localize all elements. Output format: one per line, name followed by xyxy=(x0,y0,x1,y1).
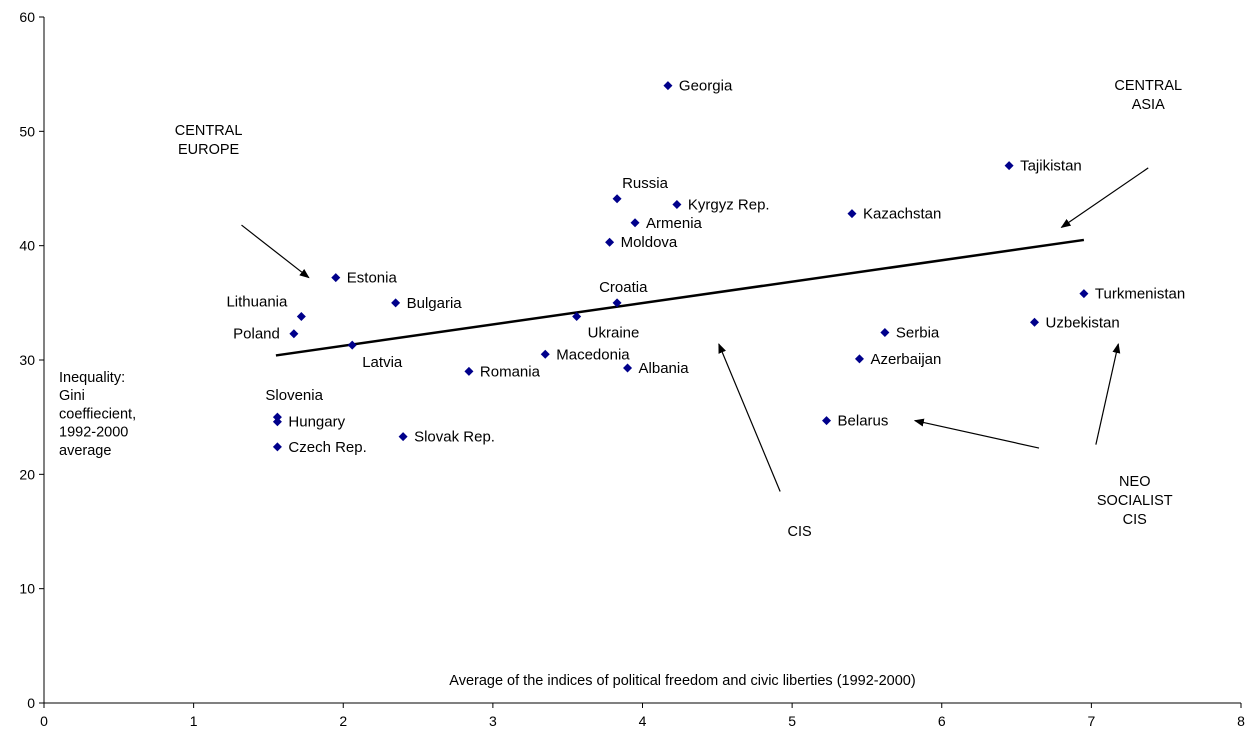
data-point-marker xyxy=(672,200,682,210)
data-points xyxy=(272,81,1089,452)
point-label: Croatia xyxy=(599,279,648,296)
point-label: Kazachstan xyxy=(863,206,941,223)
annotation-label: CENTRAL xyxy=(175,123,243,139)
y-tick-label: 30 xyxy=(19,352,35,368)
data-point-marker xyxy=(605,237,615,247)
data-point-marker xyxy=(623,363,633,373)
point-label: Bulgaria xyxy=(407,295,463,312)
y-tick-label: 40 xyxy=(19,238,35,254)
y-tick-label: 20 xyxy=(19,466,35,482)
annotation-label: CIS xyxy=(788,524,812,540)
point-label: Armenia xyxy=(646,215,703,232)
point-label: Belarus xyxy=(838,413,889,430)
x-tick-label: 6 xyxy=(938,713,946,729)
data-point-marker xyxy=(272,442,282,452)
annotation-arrow xyxy=(241,224,310,279)
point-label: Lithuania xyxy=(226,294,288,311)
data-point-marker xyxy=(391,298,401,308)
x-tick-label: 4 xyxy=(639,713,647,729)
point-label: Slovenia xyxy=(265,387,323,404)
data-point-marker xyxy=(880,328,890,338)
y-axis-label: Inequality: xyxy=(59,370,125,386)
point-label: Turkmenistan xyxy=(1095,286,1185,303)
annotation-arrow xyxy=(718,343,781,492)
x-tick-label: 0 xyxy=(40,713,48,729)
data-point-marker xyxy=(1004,161,1014,171)
data-point-marker xyxy=(612,298,622,308)
x-tick-label: 2 xyxy=(339,713,347,729)
annotation-label: ASIA xyxy=(1132,97,1165,113)
point-label: Serbia xyxy=(896,325,940,342)
point-label: Albania xyxy=(639,360,690,377)
point-label: Kyrgyz Rep. xyxy=(688,197,770,214)
annotation-label: CENTRAL xyxy=(1114,78,1182,94)
data-point-marker xyxy=(272,417,282,427)
point-label: Poland xyxy=(233,326,280,343)
data-point-marker xyxy=(630,218,640,228)
point-label: Azerbaijan xyxy=(870,351,941,368)
y-axis-label: 1992-2000 xyxy=(59,425,128,441)
x-tick-label: 5 xyxy=(788,713,796,729)
x-tick-label: 1 xyxy=(190,713,198,729)
point-label: Moldova xyxy=(621,234,678,251)
annotation-label: SOCIALIST xyxy=(1097,493,1173,509)
point-label: Slovak Rep. xyxy=(414,429,495,446)
point-label: Romania xyxy=(480,363,541,380)
annotation-label: CIS xyxy=(1123,512,1147,528)
data-point-marker xyxy=(464,366,474,376)
data-point-marker xyxy=(1030,317,1040,327)
y-axis-label: average xyxy=(59,443,111,459)
trendline-layer xyxy=(275,238,1085,357)
y-tick-label: 0 xyxy=(27,695,35,711)
x-tick-label: 3 xyxy=(489,713,497,729)
y-tick-label: 50 xyxy=(19,123,35,139)
data-point-marker xyxy=(272,412,282,422)
data-point-marker xyxy=(822,416,832,426)
y-tick-label: 10 xyxy=(19,581,35,597)
annotation-arrow xyxy=(1095,343,1121,445)
annotation-arrow xyxy=(913,418,1040,449)
data-point-marker xyxy=(612,194,622,204)
y-tick-label: 60 xyxy=(19,9,35,25)
point-label: Czech Rep. xyxy=(288,439,366,456)
data-point-marker xyxy=(398,432,408,442)
point-label: Estonia xyxy=(347,270,398,287)
point-label: Ukraine xyxy=(588,325,640,342)
x-tick-label: 7 xyxy=(1087,713,1095,729)
point-label: Macedonia xyxy=(556,346,630,363)
data-point-marker xyxy=(289,329,299,339)
data-point-marker xyxy=(347,340,357,350)
trendline xyxy=(275,238,1085,357)
data-point-marker xyxy=(1079,289,1089,299)
data-point-marker xyxy=(572,312,582,322)
x-tick-label: 8 xyxy=(1237,713,1245,729)
text-labels: Georgia Tajikistan Russia Kyrgyz Rep. Kazach… xyxy=(59,78,1185,689)
data-point-marker xyxy=(296,312,306,322)
axes: 0 1 2 3 4 5 6 7 8 0 10 20 30 40 50 60 xyxy=(19,9,1245,729)
data-point-marker xyxy=(331,273,341,283)
data-point-marker xyxy=(540,349,550,359)
x-axis-label: Average of the indices of political free… xyxy=(449,673,915,689)
y-axis-label: Gini xyxy=(59,388,85,404)
point-label: Hungary xyxy=(288,414,345,431)
point-label: Uzbekistan xyxy=(1046,314,1120,331)
point-label: Georgia xyxy=(679,78,733,95)
data-point-marker xyxy=(663,81,673,91)
point-label: Tajikistan xyxy=(1020,158,1082,175)
point-label: Latvia xyxy=(362,354,403,371)
annotation-label: NEO xyxy=(1119,474,1150,490)
annotation-arrows xyxy=(241,167,1149,492)
y-axis-label: coeffiecient, xyxy=(59,406,136,422)
point-label: Russia xyxy=(622,175,669,192)
data-point-marker xyxy=(854,354,864,364)
data-point-marker xyxy=(847,209,857,219)
annotation-label: EUROPE xyxy=(178,142,240,158)
annotation-arrow xyxy=(1060,167,1149,228)
